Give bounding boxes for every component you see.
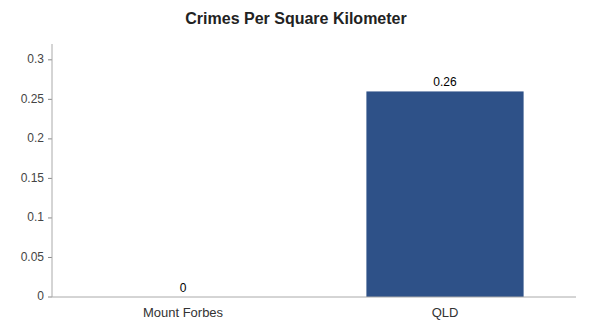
y-tick <box>48 138 52 139</box>
y-tick <box>48 257 52 258</box>
y-tick-label: 0.1 <box>27 210 44 224</box>
x-tick-label: Mount Forbes <box>143 305 224 320</box>
y-tick <box>48 178 52 179</box>
chart-title: Crimes Per Square Kilometer <box>185 10 406 27</box>
y-tick <box>48 59 52 60</box>
y-tick-label: 0 <box>37 289 44 303</box>
y-axis: 0 0.05 0.1 0.15 0.2 0.25 0.3 <box>21 44 52 303</box>
y-tick-label: 0.2 <box>27 131 44 145</box>
data-label: 0.26 <box>433 75 457 89</box>
y-tick-label: 0.05 <box>21 250 45 264</box>
data-labels: 00.26 <box>180 75 457 295</box>
y-tick <box>48 217 52 218</box>
bar <box>366 91 523 297</box>
chart-container: Crimes Per Square Kilometer00.050.10.150… <box>0 0 592 333</box>
x-axis: Mount Forbes QLD <box>143 305 458 320</box>
data-label: 0 <box>180 281 187 295</box>
x-tick-label: QLD <box>432 305 459 320</box>
y-axis-line <box>52 44 53 297</box>
y-tick <box>48 297 52 298</box>
y-tick-label: 0.25 <box>21 92 45 106</box>
y-tick-label: 0.15 <box>21 171 45 185</box>
chart-svg: Crimes Per Square Kilometer00.050.10.150… <box>0 0 592 333</box>
x-axis-line <box>52 297 576 298</box>
y-tick-label: 0.3 <box>27 52 44 66</box>
y-tick <box>48 99 52 100</box>
bars <box>366 91 523 297</box>
